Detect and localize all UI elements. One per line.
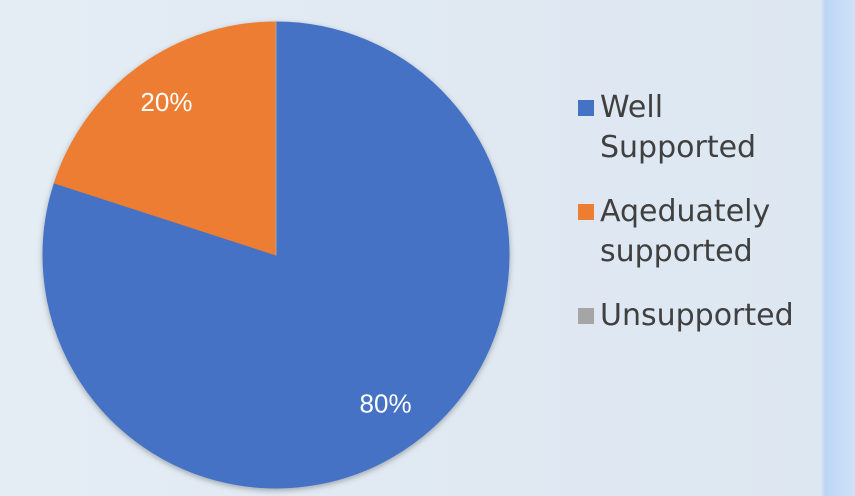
legend-item: Unsupported (578, 296, 828, 336)
legend: Well Supported Aqeduately supported Unsupp… (578, 88, 828, 360)
legend-label: Aqeduately supported (600, 194, 771, 269)
data-label: 80% (360, 389, 412, 419)
legend-swatch (578, 100, 594, 116)
pie-slice (53, 21, 277, 256)
legend-label: Well Supported (600, 90, 757, 165)
data-labels: 80% 20% (140, 87, 411, 419)
legend-swatch (578, 204, 594, 220)
data-label: 20% (140, 87, 192, 117)
legend-item: Well Supported (578, 88, 828, 168)
legend-label: Unsupported (600, 298, 794, 333)
pie (42, 21, 510, 489)
legend-item: Aqeduately supported (578, 192, 828, 272)
chart: 80% 20% (42, 21, 510, 489)
legend-swatch (578, 308, 594, 324)
